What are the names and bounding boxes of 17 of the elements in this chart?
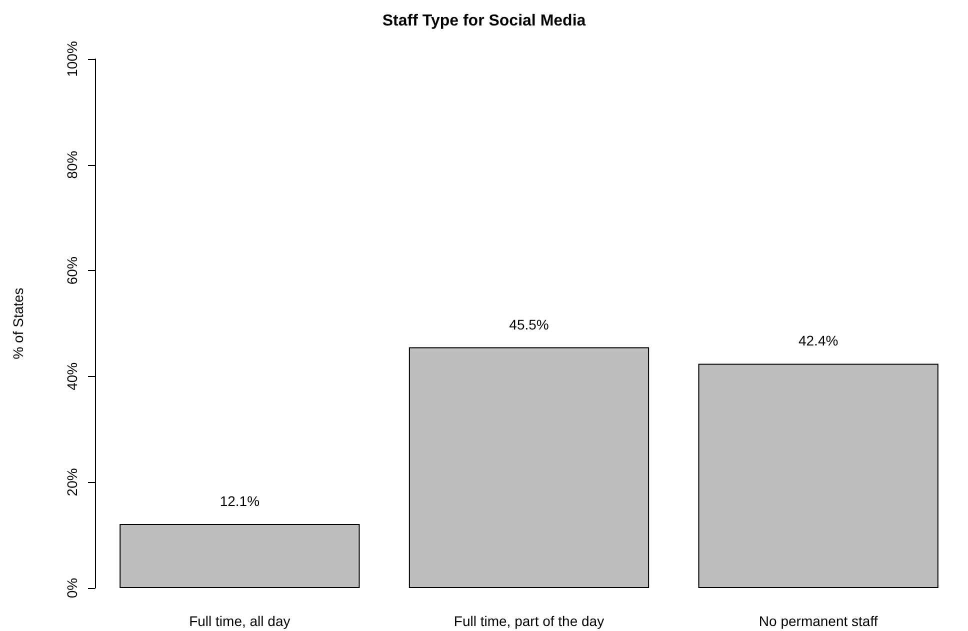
- data-label: 45.5%: [509, 316, 549, 332]
- data-label: 12.1%: [220, 492, 260, 509]
- y-tick-label: 100%: [64, 41, 80, 77]
- chart-title: Staff Type for Social Media: [382, 12, 586, 30]
- x-tick-label: Full time, all day: [189, 613, 290, 629]
- y-tick-label: 20%: [64, 468, 80, 496]
- bar: [120, 524, 360, 588]
- x-tick-label: No permanent staff: [758, 613, 878, 629]
- bar: [698, 364, 938, 588]
- y-axis-title: % of States: [10, 288, 26, 360]
- x-tick-label: Full time, part of the day: [454, 613, 604, 629]
- y-tick-label: 40%: [64, 362, 80, 390]
- y-tick-label: 60%: [64, 256, 80, 285]
- bar: [408, 347, 650, 588]
- y-tick-label: 0%: [64, 578, 80, 598]
- data-label: 42.4%: [798, 332, 838, 349]
- y-tick-label: 80%: [64, 150, 80, 179]
